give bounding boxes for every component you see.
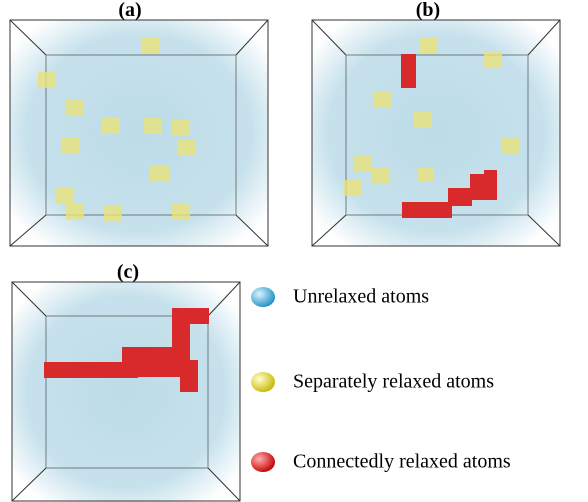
legend-label: Unrelaxed atoms xyxy=(293,286,429,308)
panel-b: (b) xyxy=(312,0,560,246)
legend-swatch xyxy=(251,372,275,392)
legend-label: Separately relaxed atoms xyxy=(293,371,494,393)
panel-label: (c) xyxy=(117,261,139,283)
figure: (a) (b) (c) Unrelaxed atoms Separately r… xyxy=(0,0,588,502)
panel-label: (b) xyxy=(416,0,440,21)
panel-a: (a) xyxy=(10,0,268,246)
legend-swatch xyxy=(251,452,275,472)
panel-label: (a) xyxy=(118,0,141,21)
legend-swatch xyxy=(251,287,275,307)
legend: Unrelaxed atoms Separately relaxed atoms… xyxy=(251,286,511,473)
panel-c: (c) xyxy=(12,261,240,502)
legend-label: Connectedly relaxed atoms xyxy=(293,451,511,473)
